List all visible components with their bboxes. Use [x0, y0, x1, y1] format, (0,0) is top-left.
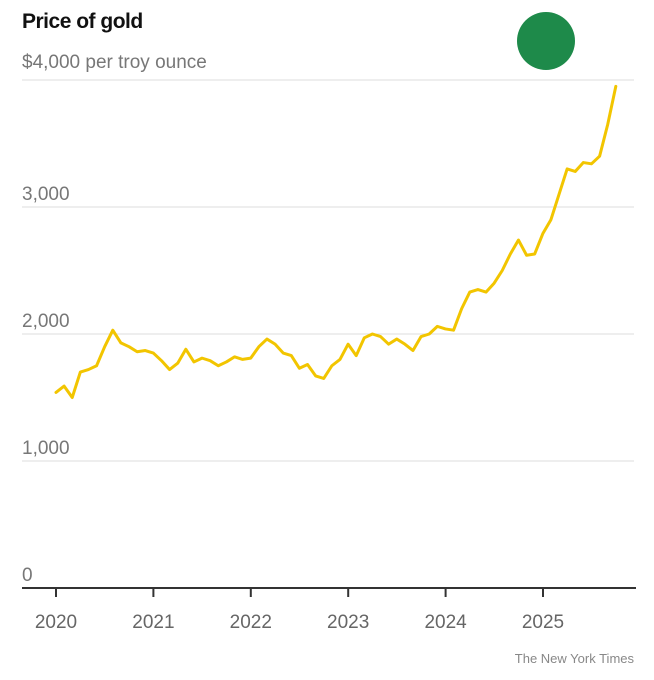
y-tick-label: 2,000	[22, 311, 70, 332]
x-tick-label: 2022	[230, 612, 272, 633]
x-tick-label: 2020	[35, 612, 77, 633]
x-tick-label: 2023	[327, 612, 369, 633]
source-credit: The New York Times	[514, 651, 634, 666]
price-line	[54, 84, 618, 399]
x-tick-label: 2021	[132, 612, 174, 633]
y-tick-label: 0	[22, 565, 33, 586]
y-axis-top-label: $4,000 per troy ounce	[22, 52, 207, 73]
chart-title: Price of gold	[22, 10, 143, 33]
y-tick-label: 1,000	[22, 438, 70, 459]
x-tick-label: 2025	[522, 612, 564, 633]
x-tick-label: 2024	[424, 612, 467, 633]
watermark-logo	[517, 12, 575, 70]
y-tick-label: 3,000	[22, 184, 70, 205]
